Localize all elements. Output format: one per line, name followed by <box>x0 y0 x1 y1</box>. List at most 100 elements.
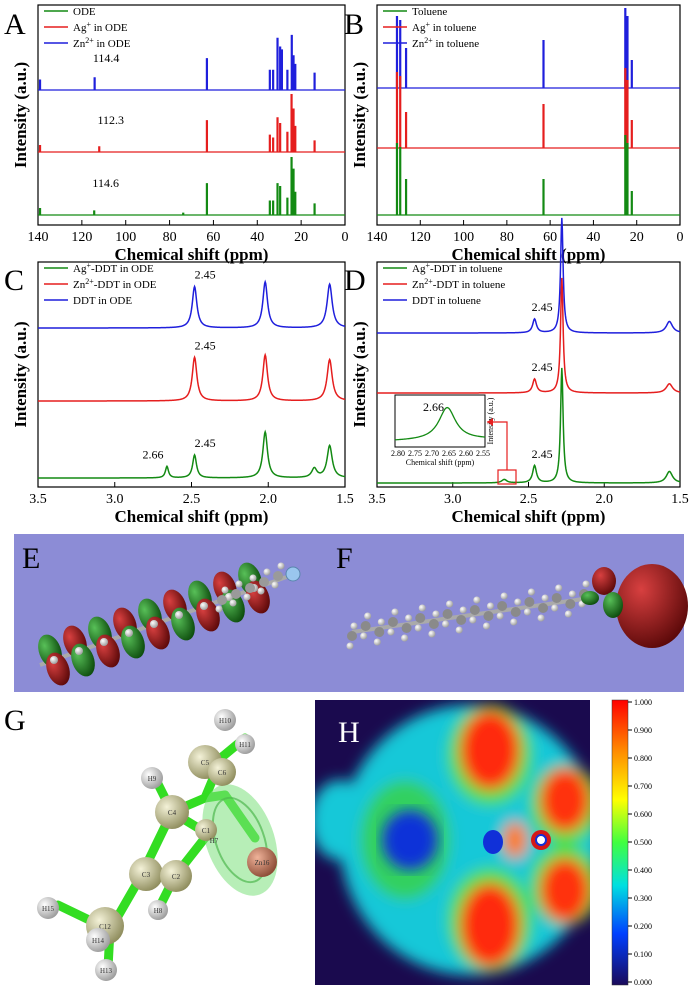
atom-c1 <box>195 819 217 841</box>
hydrogen-atom <box>510 618 518 626</box>
x-tick-label: 60 <box>206 230 220 245</box>
series-zn-line <box>38 34 345 91</box>
colorbar-tick-label: 0.600 <box>634 810 652 819</box>
molecule-f-lumo <box>346 564 688 650</box>
inset-peak-label: 2.66 <box>423 400 444 414</box>
x-axis-label: Chemical shift (ppm) <box>452 245 606 264</box>
hydrogen-atom <box>277 562 285 570</box>
hydrogen-atom <box>442 620 450 628</box>
y-axis-label: Intensity (a.u.) <box>11 321 30 427</box>
colorbar-tick-label: 0.700 <box>634 782 652 791</box>
panel-letter-b: B <box>344 8 364 41</box>
atom-label: C1 <box>202 827 211 835</box>
panel-d-nmr-1h-toluene: 3.5 3.0 2.5 2.0 1.5 Chemical shift (ppm) Inten… <box>350 217 689 526</box>
series-ddt-line <box>38 279 346 329</box>
plot-frame <box>376 4 681 226</box>
hydrogen-atom <box>496 612 504 620</box>
atom-c2 <box>160 860 192 892</box>
panel-letter-a: A <box>4 8 26 41</box>
atom-c6 <box>208 758 236 786</box>
carbon-atom <box>175 611 183 619</box>
atom-label: H14 <box>92 937 105 945</box>
hydrogen-atom <box>221 586 229 594</box>
hydrogen-atom <box>360 632 368 640</box>
hydrogen-atom <box>523 608 531 616</box>
inset-tick-label: 2.75 <box>408 449 422 458</box>
x-tick-label: 0 <box>677 230 684 245</box>
carbon-atom <box>217 595 227 605</box>
carbon-atom <box>374 627 385 637</box>
panel-c-nmr-1h-ode: 3.5 3.0 2.5 2.0 1.5 Chemical shift (ppm) Inten… <box>11 261 354 526</box>
x-tick-label: 80 <box>500 230 514 245</box>
legend-entry: Zn2+-DDT in toluene <box>412 277 505 291</box>
atom-h15 <box>37 897 59 919</box>
peak-annotation: 114.4 <box>93 51 120 65</box>
legend-entry: Zn2+ in ODE <box>73 36 131 50</box>
hydrogen-atom <box>401 634 409 642</box>
legend-entry: Ag+ in toluene <box>412 20 477 34</box>
legend-entry: Ag+-DDT in ODE <box>73 261 154 275</box>
hydrogen-atom <box>469 616 477 624</box>
carbon-atom <box>401 623 412 633</box>
series-zn-line <box>37 352 346 402</box>
colorbar-tick-label: 0.400 <box>634 866 652 875</box>
x-axis-label: Chemical shift (ppm) <box>115 245 269 264</box>
series-zn-line <box>377 277 681 394</box>
carbon-atom <box>551 593 562 603</box>
panel-h-heatmap: H 1.000 0.900 0.800 0.700 0.600 0.500 0.400 0.3… <box>315 698 652 987</box>
series-ag-line <box>38 429 346 479</box>
carbon-atom <box>565 599 576 609</box>
atom-c4 <box>155 795 189 829</box>
x-tick-label: 2.5 <box>520 492 538 507</box>
inset-series-line <box>394 406 486 441</box>
x-tick-label: 100 <box>453 230 474 245</box>
carbon-atom <box>360 621 371 631</box>
x-axis-label: Chemical shift (ppm) <box>115 507 269 526</box>
carbon-atom <box>273 571 283 581</box>
panel-ef-orbitals: E F <box>14 534 688 692</box>
colorbar-tick-label: 0.500 <box>634 838 652 847</box>
colorbar-tick-label: 0.800 <box>634 754 652 763</box>
carbon-atom <box>442 609 453 619</box>
hydrogen-atom <box>455 626 463 634</box>
hydrogen-atom <box>482 622 490 630</box>
carbon-atom <box>225 593 233 601</box>
legend-entry: Zn2+ in toluene <box>412 36 479 50</box>
atom-label: C5 <box>201 759 210 767</box>
hydrogen-atom <box>514 598 522 606</box>
x-tick-label: 20 <box>294 230 308 245</box>
hydrogen-atom <box>418 604 426 612</box>
panel-letter-c: C <box>4 264 24 297</box>
hydrogen-atom <box>555 584 563 592</box>
atom-h8 <box>148 900 168 920</box>
x-tick-label: 2.5 <box>183 492 201 507</box>
carbon-atom <box>50 656 58 664</box>
colorbar <box>611 699 629 986</box>
hydrogen-atom <box>263 568 271 576</box>
atom-label: C3 <box>142 871 151 879</box>
legend-entry: Toluene <box>412 6 447 18</box>
x-tick-label: 1.5 <box>671 492 689 507</box>
colorbar-tick-label: 0.200 <box>634 922 652 931</box>
x-tick-label: 20 <box>630 230 644 245</box>
peak-annotation: 2.45 <box>195 338 216 352</box>
atom-label: H7 <box>210 837 219 845</box>
y-axis-label: Intensity (a.u.) <box>350 321 369 427</box>
legend-entry: DDT in toluene <box>412 295 481 307</box>
atom-label: H8 <box>154 907 163 915</box>
peak-annotation: 2.66 <box>142 448 163 462</box>
x-tick-label: 120 <box>71 230 92 245</box>
hydrogen-atom <box>405 614 413 622</box>
carbon-atom <box>150 620 158 628</box>
hydrogen-atom <box>568 590 576 598</box>
hydrogen-atom <box>541 594 549 602</box>
inset-arrow <box>487 421 508 470</box>
panel-g-molecule: G H10 H11 C5 C6 H9 C4 C1 H7 Zn16 C3 C2 H8 H15 C12 H14 H… <box>4 704 278 981</box>
plot-frame <box>37 4 346 226</box>
panel-letter-f: F <box>336 542 353 575</box>
carbon-atom <box>497 601 508 611</box>
series-ode-line <box>38 157 345 216</box>
hydrogen-atom <box>446 600 454 608</box>
hydrogen-atom <box>432 610 440 618</box>
atom-label: C6 <box>218 769 227 777</box>
